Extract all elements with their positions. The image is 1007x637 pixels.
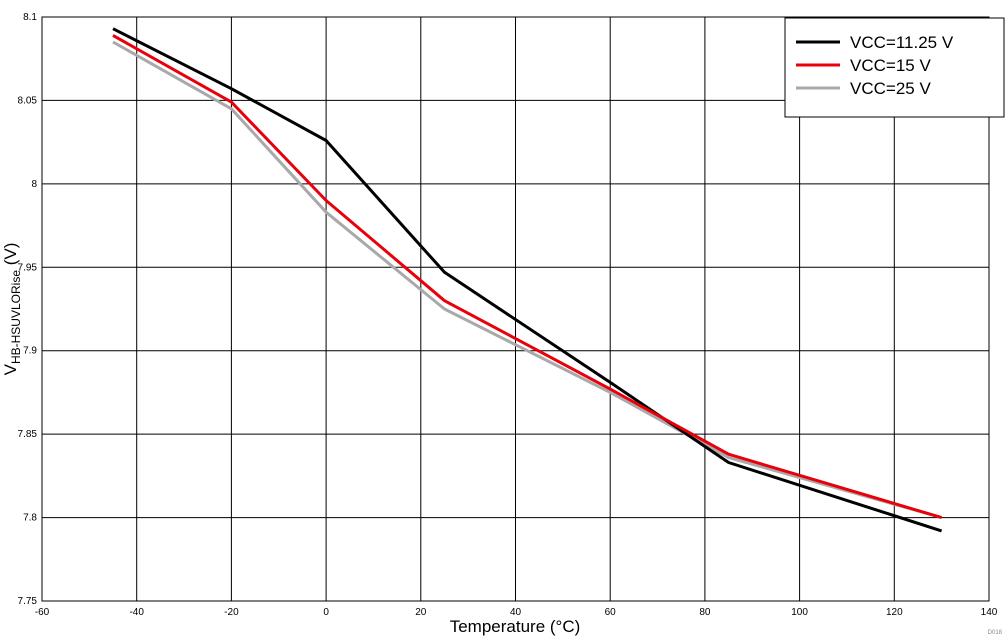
- y-tick-label: 7.75: [18, 596, 38, 607]
- x-tick-label: 0: [323, 607, 329, 618]
- x-tick-label: -40: [129, 607, 144, 618]
- y-axis-title-main: V: [1, 363, 20, 375]
- x-tick-label: -20: [224, 607, 239, 618]
- x-tick-label: 120: [886, 607, 903, 618]
- x-tick-label: 80: [699, 607, 711, 618]
- legend-label-vcc-11-25: VCC=11.25 V: [850, 33, 954, 52]
- series-line-vcc-15-v: [112, 34, 943, 520]
- series-line-vcc-11-25-v: [112, 27, 943, 533]
- y-tick-label: 8.05: [18, 95, 38, 106]
- y-axis-title: VHB-HSUVLORise (V): [1, 243, 23, 376]
- series-line-vcc-25-v: [112, 40, 943, 520]
- legend-label-vcc-25: VCC=25 V: [850, 79, 931, 98]
- y-tick-label: 8.1: [23, 12, 37, 23]
- x-axis-title: Temperature (°C): [450, 617, 581, 636]
- x-tick-label: 40: [510, 607, 522, 618]
- figure-code: D018: [988, 630, 1003, 636]
- x-tick-labels: -60 -40 -20 0 20 40 60 80 100 120 140: [35, 607, 998, 618]
- x-tick-label: 100: [791, 607, 808, 618]
- y-tick-label: 7.95: [18, 262, 38, 273]
- legend-box: [784, 17, 1005, 118]
- legend: VCC=11.25 V VCC=15 V VCC=25 V: [784, 17, 1005, 118]
- x-tick-label: 20: [415, 607, 427, 618]
- x-tick-label: 60: [605, 607, 617, 618]
- y-tick-labels: 7.75 7.8 7.85 7.9 7.95 8 8.05 8.1: [18, 12, 38, 607]
- y-tick-label: 7.8: [23, 513, 37, 524]
- y-tick-label: 8: [31, 179, 37, 190]
- plot-frame: [41, 16, 990, 602]
- legend-label-vcc-15: VCC=15 V: [850, 56, 931, 75]
- x-tick-label: -60: [35, 607, 50, 618]
- y-axis-title-subscript: HB-HSUVLORise: [9, 270, 23, 364]
- x-tick-label: 140: [981, 607, 998, 618]
- y-tick-label: 7.85: [18, 429, 38, 440]
- y-tick-label: 7.9: [23, 346, 37, 357]
- series-lines: [112, 27, 943, 533]
- y-axis-title-unit: (V): [1, 243, 20, 270]
